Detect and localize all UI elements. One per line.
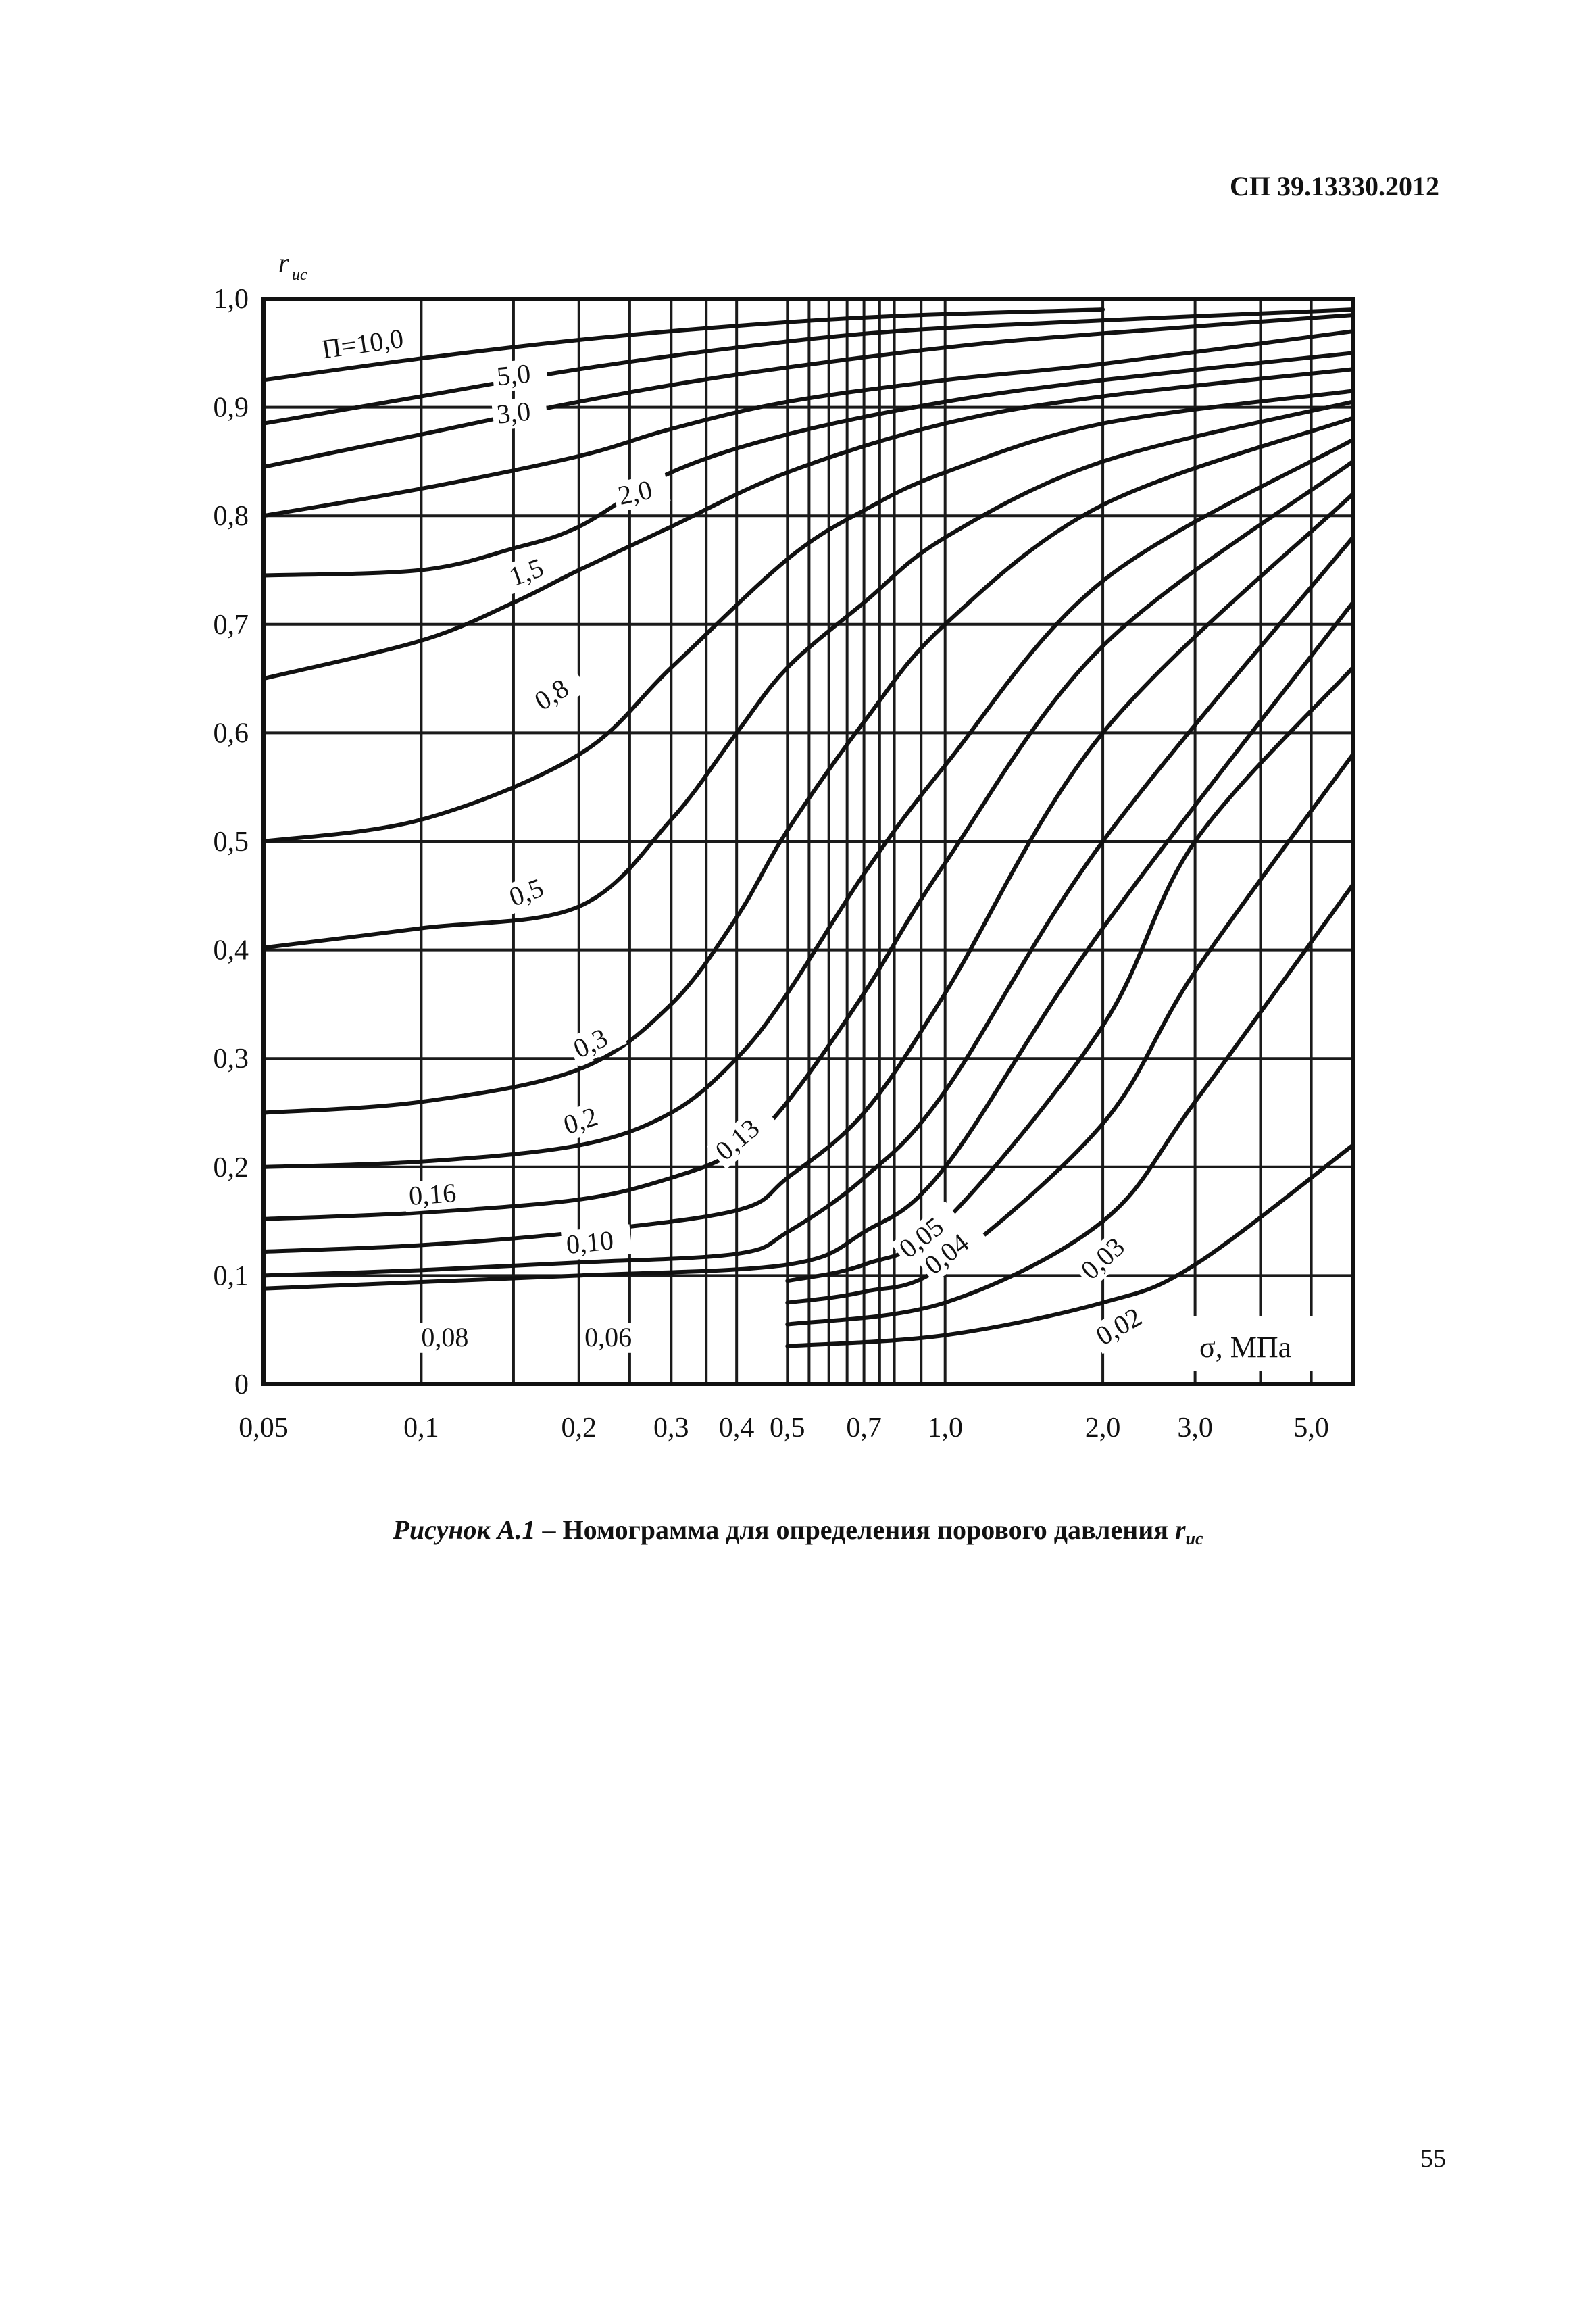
curve-label-group: 0,04 — [916, 1217, 989, 1283]
curve-line — [261, 307, 1105, 383]
x-axis-label-backing — [1191, 1316, 1346, 1371]
curve-line — [261, 307, 1355, 426]
curve-label-group: 0,03 — [1072, 1220, 1144, 1289]
curve-label: 0,08 — [421, 1322, 468, 1352]
curve-label-group: 0,06 — [580, 1322, 650, 1353]
y-tick-label: 0,4 — [214, 935, 249, 966]
y-tick-label: 0,5 — [214, 827, 249, 858]
curve-label-backing — [403, 1177, 475, 1212]
curve-label-backing — [1087, 1294, 1163, 1354]
curve-line — [261, 459, 1355, 1221]
curve-label-backing — [556, 1097, 617, 1142]
curve-label-group: 1,5 — [501, 547, 563, 595]
curve-line — [261, 437, 1355, 1169]
curve-label-group: 3,0 — [491, 395, 549, 431]
x-tick-label: 0,3 — [653, 1412, 689, 1444]
curve-line — [785, 666, 1355, 1283]
curve-line — [261, 351, 1355, 578]
curve-label-backing — [707, 1102, 779, 1170]
y-tick-label: 0,8 — [214, 501, 249, 532]
curve-label-group: 5,0 — [491, 357, 549, 393]
curve-label: П=10,0 — [320, 323, 405, 364]
x-tick-label: 5,0 — [1293, 1412, 1329, 1444]
curve-label-group: 0,5 — [501, 868, 563, 914]
curve-label-backing — [526, 665, 589, 719]
curve-label: 0,10 — [565, 1225, 615, 1260]
x-tick-label: 0,05 — [239, 1412, 289, 1444]
x-tick-label: 0,2 — [562, 1412, 597, 1444]
x-tick-label: 0,5 — [770, 1412, 805, 1444]
curve-label-backing — [417, 1323, 487, 1353]
curve-line — [261, 399, 1355, 950]
curve-label-group: 0,16 — [403, 1177, 475, 1212]
curve-label: 3,0 — [495, 396, 532, 430]
curve-line — [785, 883, 1355, 1327]
curve-line — [261, 329, 1355, 518]
figure-caption: Рисунок А.1 – Номограмма для определения… — [0, 1514, 1596, 1548]
curve-line — [261, 535, 1355, 1278]
curve-line — [261, 492, 1355, 1254]
curve-label-backing — [612, 472, 671, 513]
curve-line — [261, 367, 1355, 681]
caption-symbol: r — [1174, 1515, 1186, 1545]
document-code: СП 39.13330.2012 — [1230, 171, 1439, 201]
x-tick-label: 0,1 — [403, 1412, 439, 1444]
curve-label-group: 0,08 — [417, 1322, 487, 1353]
curve-line — [785, 752, 1355, 1305]
pore-pressure-nomogram: П=10,0 5,0 3,0 2,0 1,5 0,8 0,5 0,3 0,2 0,16 0,13 0,… — [214, 247, 1355, 1444]
y-tick-label: 0,9 — [214, 393, 249, 424]
curve-label: 0,16 — [408, 1177, 457, 1211]
curve-line — [785, 1143, 1355, 1348]
y-tick-label: 0,7 — [214, 610, 249, 641]
x-tick-label: 0,4 — [719, 1412, 755, 1444]
curve-line — [261, 600, 1355, 1291]
curve-label-backing — [501, 547, 563, 595]
curve-label-backing — [560, 1224, 633, 1261]
x-axis-label: σ, МПа — [1199, 1331, 1291, 1364]
curve-label-backing — [580, 1323, 650, 1353]
caption-text: Номограмма для определения порового давл… — [562, 1515, 1175, 1545]
curve-label-group: 0,2 — [556, 1097, 617, 1142]
curve-label-group: П=10,0 — [316, 322, 418, 366]
caption-dash: – — [535, 1515, 563, 1545]
x-tick-label: 3,0 — [1177, 1412, 1213, 1444]
curve-label-group: 2,0 — [612, 472, 671, 513]
y-tick-label: 0,3 — [214, 1043, 249, 1075]
curve-label-backing — [891, 1201, 964, 1267]
y-tick-label: 0,2 — [214, 1152, 249, 1183]
page-number: 55 — [1420, 2144, 1446, 2173]
curve-label-backing — [1072, 1220, 1144, 1289]
curve-label: 5,0 — [495, 358, 532, 391]
curve-line — [261, 416, 1355, 1115]
curve-label-backing — [316, 322, 418, 366]
curve-label: 2,0 — [616, 474, 655, 511]
curve-label: 0,06 — [584, 1322, 632, 1352]
y-tick-label: 0,6 — [214, 718, 249, 749]
curve-label-backing — [916, 1217, 989, 1283]
y-tick-label: 1,0 — [214, 284, 249, 315]
curve-label-group: 0,10 — [560, 1224, 633, 1261]
y-axis-label: r — [278, 247, 289, 278]
curve-label-backing — [565, 1016, 628, 1066]
caption-figure-number: Рисунок А.1 — [393, 1515, 536, 1545]
x-tick-label: 2,0 — [1085, 1412, 1121, 1444]
y-tick-label: 0 — [234, 1369, 249, 1400]
x-tick-label: 0,7 — [846, 1412, 882, 1444]
curve-label-backing — [491, 395, 549, 431]
curve-label-backing — [501, 868, 563, 914]
x-tick-label: 1,0 — [927, 1412, 963, 1444]
caption-subscript: uc — [1185, 1529, 1203, 1548]
curve-line — [261, 313, 1355, 469]
y-tick-label: 0,1 — [214, 1260, 249, 1291]
curve-label-backing — [491, 357, 549, 393]
y-axis-label-subscript: uc — [292, 266, 307, 284]
curve-label-group: 0,13 — [707, 1102, 779, 1170]
curve-line — [261, 389, 1355, 843]
